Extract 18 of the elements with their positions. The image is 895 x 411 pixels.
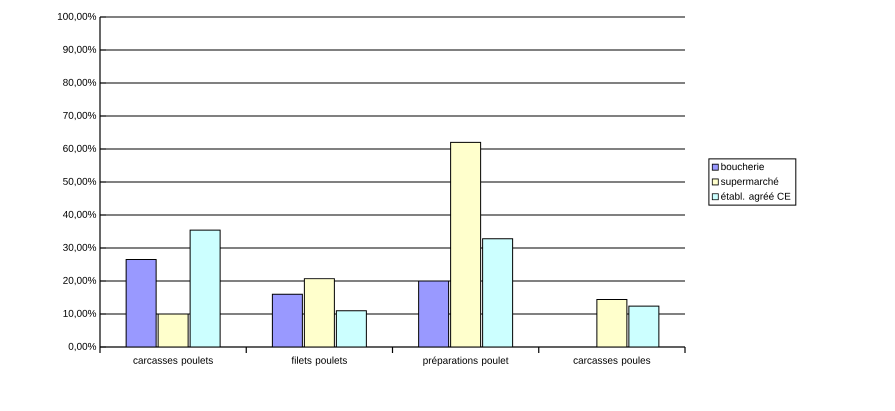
legend-label: supermarché — [720, 178, 778, 187]
y-tick-label: 80,00% — [63, 78, 96, 88]
y-tick-label: 20,00% — [63, 276, 96, 286]
legend-label: établ. agréé CE — [721, 192, 790, 202]
y-tick-label: 90,00% — [63, 46, 96, 54]
y-tick-label: 10,00% — [63, 310, 96, 318]
y-tick-label: 70,00% — [63, 112, 96, 120]
y-tick-label: 40,00% — [62, 210, 96, 220]
y-tick-label: 30,00% — [63, 244, 96, 252]
y-tick-label: 50,00% — [63, 178, 96, 186]
x-tick-label: filets poulets — [292, 356, 347, 366]
y-tick-label: 100,00% — [58, 12, 96, 22]
x-tick-label: carcasses poulets — [133, 356, 213, 366]
x-tick-label: préparations poulet — [423, 356, 508, 366]
x-tick-label: carcasses poules — [574, 356, 650, 366]
y-tick-label: 60,00% — [63, 144, 96, 154]
y-tick-label: 0,00% — [68, 342, 96, 352]
legend-label: boucherie — [721, 162, 764, 170]
